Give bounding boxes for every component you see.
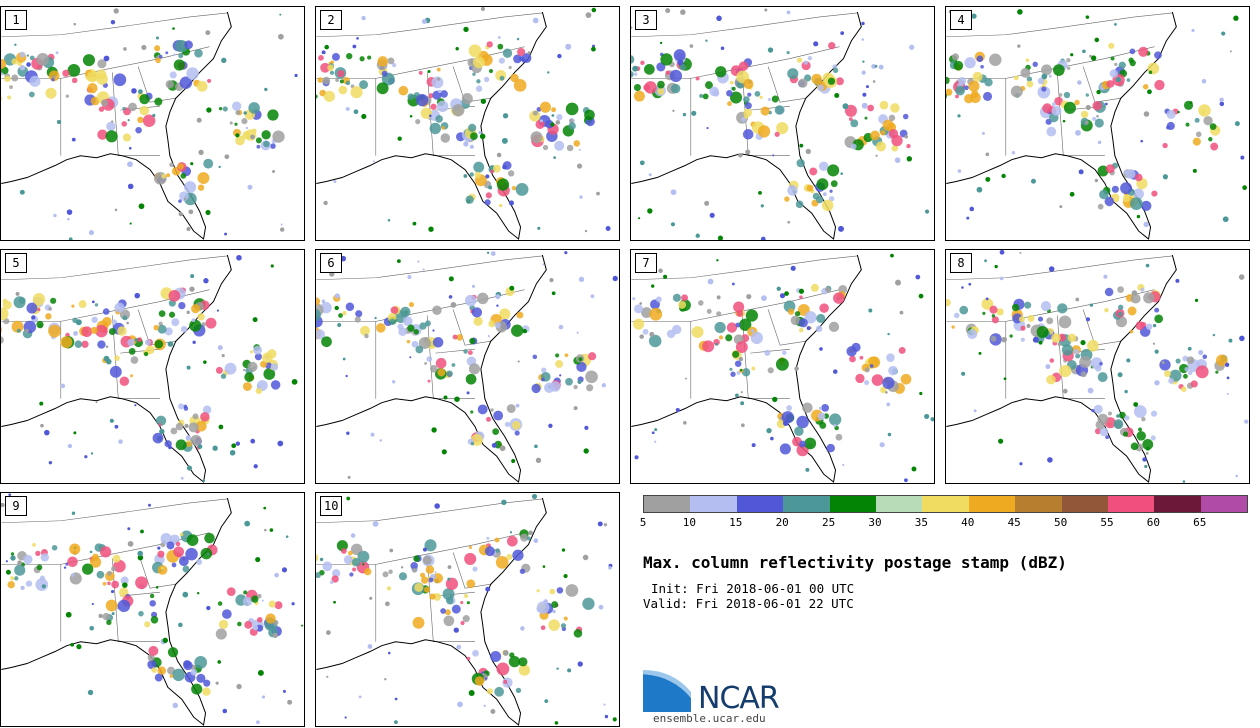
member-panel: 9 [0, 492, 305, 727]
colorbar-swatch [1015, 496, 1062, 512]
colorbar-swatch [875, 496, 923, 512]
member-panel: 5 [0, 249, 305, 484]
member-panel: 6 [315, 249, 620, 484]
colorbar-tick-label: 55 [1100, 516, 1114, 529]
reflectivity-map [316, 7, 611, 240]
valid-time: Valid: Fri 2018-06-01 22 UTC [643, 596, 854, 611]
member-panel: 2 [315, 6, 620, 241]
reflectivity-map [316, 251, 618, 483]
colorbar-swatch [829, 496, 876, 512]
member-number: 10 [320, 496, 343, 516]
colorbar-tick-label: 40 [961, 516, 975, 529]
reflectivity-map [946, 250, 1249, 483]
member-panel: 4 [945, 6, 1250, 241]
colorbar-swatch [1154, 496, 1201, 512]
colorbar-tick-label: 25 [821, 516, 836, 529]
member-panel: 3 [630, 6, 935, 241]
member-number: 9 [5, 496, 27, 516]
reflectivity-map [1, 254, 298, 483]
colorbar-swatch [736, 496, 784, 512]
member-number: 7 [635, 253, 657, 273]
colorbar-tick-label: 5 [639, 516, 647, 529]
colorbar-swatch [968, 496, 1016, 512]
colorbar-swatch [1061, 496, 1108, 512]
colorbar-swatch [922, 496, 969, 512]
colorbar-swatch [1200, 496, 1248, 512]
member-panel: 1 [0, 6, 305, 241]
colorbar-tick-label: 20 [775, 516, 789, 529]
member-panel: 10 [315, 492, 620, 727]
colorbar-tick-label: 45 [1007, 516, 1021, 529]
logo-name: NCAR [698, 681, 780, 716]
colorbar-tick-label: 30 [868, 516, 882, 529]
colorbar [643, 495, 1249, 513]
figure-title: Max. column reflectivity postage stamp (… [643, 553, 1067, 572]
member-panel: 8 [945, 249, 1250, 484]
reflectivity-map [316, 493, 617, 726]
colorbar-tick-label: 15 [729, 516, 743, 529]
colorbar-tick-label: 65 [1193, 516, 1207, 529]
reflectivity-map [631, 253, 934, 483]
colorbar-tick-label: 10 [682, 516, 697, 529]
logo-url: ensemble.ucar.edu [653, 712, 766, 725]
reflectivity-map [1, 493, 304, 726]
member-number: 4 [950, 10, 972, 30]
member-panel: 7 [630, 249, 935, 484]
reflectivity-map [946, 9, 1248, 240]
colorbar-swatch [644, 496, 691, 512]
colorbar-swatch [1107, 496, 1155, 512]
ncar-logo-icon [643, 670, 691, 712]
reflectivity-map [631, 8, 930, 240]
member-number: 5 [5, 253, 27, 273]
member-number: 8 [950, 253, 972, 273]
init-time: Init: Fri 2018-06-01 00 UTC [651, 581, 855, 596]
colorbar-swatch [690, 496, 737, 512]
colorbar-tick-label: 50 [1053, 516, 1068, 529]
member-number: 3 [635, 10, 657, 30]
colorbar-tick-label: 35 [914, 516, 929, 529]
member-number: 6 [320, 253, 342, 273]
colorbar-tick-label: 60 [1146, 516, 1161, 529]
member-number: 1 [5, 10, 27, 30]
reflectivity-map [1, 8, 298, 240]
colorbar-ticks: 5 10 15 20 25 30 35 40 45 50 55 60 65 [639, 516, 1249, 530]
member-number: 2 [320, 10, 342, 30]
colorbar-swatch [783, 496, 830, 512]
